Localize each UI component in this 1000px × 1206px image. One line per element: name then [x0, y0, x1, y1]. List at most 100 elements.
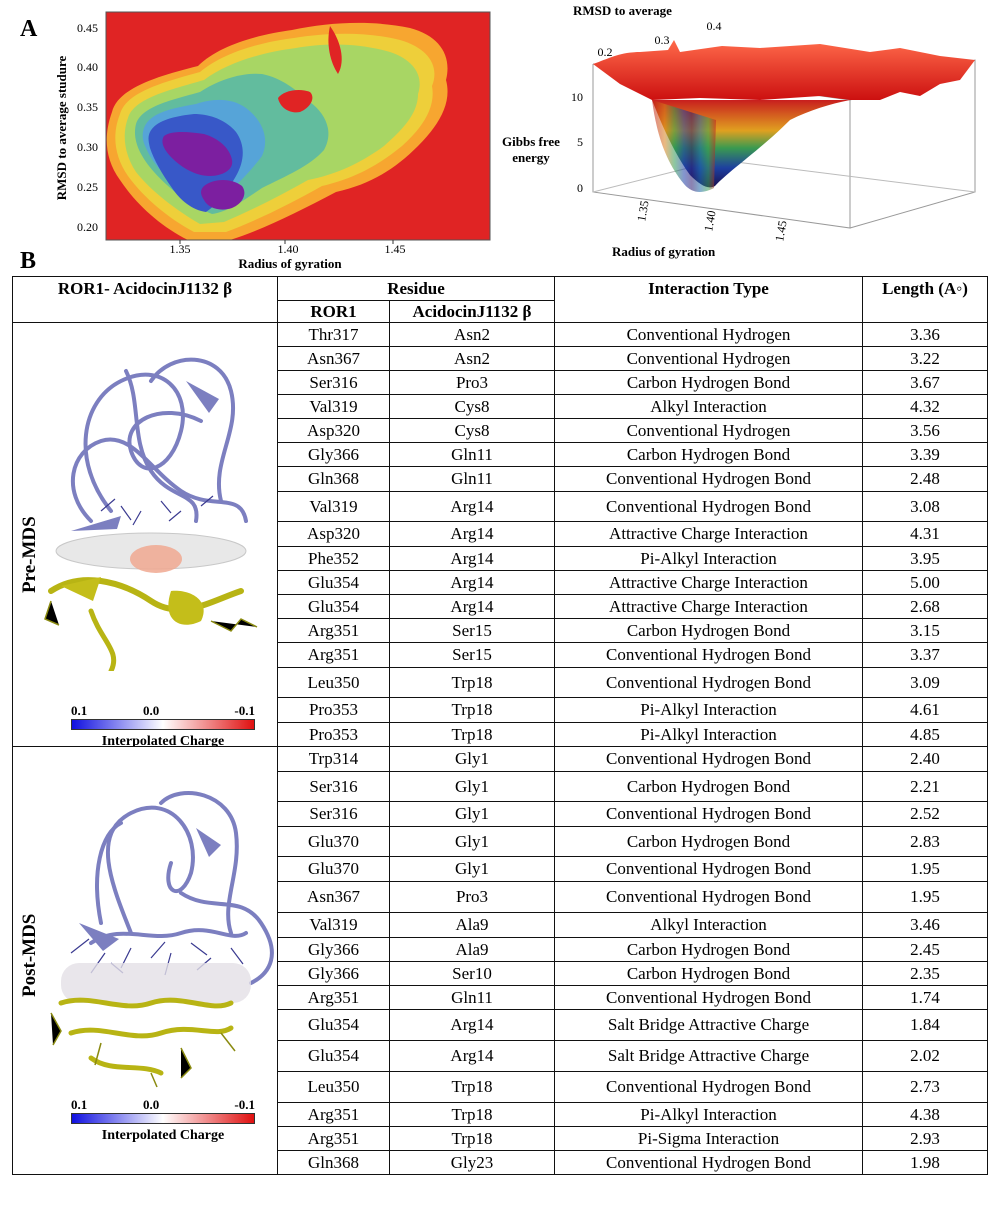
- interaction-type-cell: Conventional Hydrogen Bond: [554, 746, 863, 772]
- acidocin-residue-cell: Trp18: [389, 1071, 555, 1103]
- post-mds-structure-cell: Post-MDS 0.1: [12, 746, 278, 1175]
- ror1-residue-cell: Arg351: [277, 618, 390, 643]
- table-row: Ser316 Pro3 Carbon Hydrogen Bond 3.67: [13, 370, 988, 395]
- heatmap-y-ticks: 0.20 0.25 0.30 0.35 0.40 0.45: [77, 21, 98, 234]
- interaction-type-cell: Carbon Hydrogen Bond: [554, 618, 863, 643]
- header-residue: Residue: [277, 276, 555, 301]
- length-cell: 5.00: [862, 570, 988, 595]
- length-cell: 3.36: [862, 322, 988, 347]
- ror1-residue-cell: Ser316: [277, 771, 390, 802]
- surface-rmsd-tick-0.4: 0.4: [707, 19, 722, 33]
- interaction-type-cell: Attractive Charge Interaction: [554, 521, 863, 547]
- y-tick-0.25: 0.25: [77, 180, 98, 194]
- contour-purple-2: [201, 180, 245, 210]
- table-row: Gln368 Gln11 Conventional Hydrogen Bond 2.4…: [13, 466, 988, 492]
- interaction-type-cell: Carbon Hydrogen Bond: [554, 937, 863, 962]
- surface-x-tick-1.35: 1.35: [634, 199, 651, 222]
- interaction-type-cell: Conventional Hydrogen Bond: [554, 491, 863, 522]
- x-tick-1.45: 1.45: [385, 242, 406, 256]
- surface-x-label: Radius of gyration: [612, 244, 716, 259]
- ror1-residue-cell: Val319: [277, 491, 390, 522]
- interaction-type-cell: Carbon Hydrogen Bond: [554, 826, 863, 857]
- acidocin-residue-cell: Ala9: [389, 937, 555, 962]
- acidocin-residue-cell: Gly1: [389, 856, 555, 882]
- acidocin-residue-cell: Arg14: [389, 546, 555, 571]
- interaction-type-cell: Conventional Hydrogen: [554, 346, 863, 371]
- interaction-type-cell: Alkyl Interaction: [554, 394, 863, 419]
- contour-red-island: [278, 90, 313, 113]
- length-cell: 1.84: [862, 1009, 988, 1041]
- acidocin-residue-cell: Cys8: [389, 394, 555, 419]
- contour-purple-1: [162, 132, 233, 176]
- length-cell: 1.95: [862, 881, 988, 913]
- y-tick-0.30: 0.30: [77, 140, 98, 154]
- ror1-residue-cell: Glu354: [277, 1009, 390, 1041]
- heatmap-x-ticks: 1.35 1.40 1.45: [170, 240, 406, 256]
- acidocin-residue-cell: Pro3: [389, 370, 555, 395]
- ror1-residue-cell: Phe352: [277, 546, 390, 571]
- surface-y-label: RMSD to average: [573, 3, 672, 18]
- acidocin-residue-cell: Gln11: [389, 985, 555, 1010]
- ror1-residue-cell: Arg351: [277, 1126, 390, 1151]
- length-cell: 4.85: [862, 722, 988, 747]
- gibbs-free-energy-label: Gibbs free energy: [502, 134, 560, 165]
- y-tick-0.45: 0.45: [77, 21, 98, 35]
- table-row: Glu354 Arg14 Attractive Charge Interaction…: [13, 570, 988, 595]
- acidocin-residue-cell: Cys8: [389, 418, 555, 443]
- table-row: Pro353 Trp18 Pi-Alkyl Interaction 4.85: [13, 722, 988, 747]
- length-cell: 3.09: [862, 667, 988, 698]
- ror1-residue-cell: Glu354: [277, 570, 390, 595]
- table-row: Arg351 Gln11 Conventional Hydrogen Bond 1.7…: [13, 985, 988, 1010]
- length-cell: 2.52: [862, 801, 988, 827]
- panel-a-figures: 1.35 1.40 1.45 0.20 0.25 0.30 0.35 0.40 …: [54, 3, 976, 271]
- table-row: Gln368 Gly23 Conventional Hydrogen Bond 1.9…: [13, 1150, 988, 1175]
- ror1-residue-cell: Glu354: [277, 594, 390, 619]
- interaction-type-cell: Conventional Hydrogen: [554, 322, 863, 347]
- table-row: Arg351 Ser15 Carbon Hydrogen Bond 3.15: [13, 618, 988, 643]
- pre-mds-colorbar: 0.1 0.0 -0.1 Interpolated Charge: [71, 703, 255, 746]
- colorbar-left-value: 0.1: [71, 1097, 88, 1112]
- x-tick-1.35: 1.35: [170, 242, 191, 256]
- acidocin-residue-cell: Ser10: [389, 961, 555, 986]
- interaction-type-cell: Carbon Hydrogen Bond: [554, 961, 863, 986]
- length-cell: 2.45: [862, 937, 988, 962]
- acidocin-residue-cell: Ser15: [389, 642, 555, 668]
- length-cell: 3.46: [862, 912, 988, 938]
- interaction-type-cell: Salt Bridge Attractive Charge: [554, 1009, 863, 1041]
- interaction-type-cell: Conventional Hydrogen Bond: [554, 801, 863, 827]
- acidocin-residue-cell: Arg14: [389, 491, 555, 522]
- table-row: Asp320 Arg14 Attractive Charge Interaction…: [13, 521, 988, 547]
- ror1-residue-cell: Gln368: [277, 1150, 390, 1175]
- acidocin-residue-cell: Gly1: [389, 771, 555, 802]
- colorbar-right-value: -0.1: [234, 1097, 255, 1112]
- interaction-type-cell: Salt Bridge Attractive Charge: [554, 1040, 863, 1072]
- pre-mds-structure-image: [44, 357, 258, 671]
- ror1-residue-cell: Glu370: [277, 856, 390, 882]
- ror1-residue-cell: Gln368: [277, 466, 390, 492]
- heatmap-y-label: RMSD to average studure: [54, 56, 69, 201]
- x-tick-1.40: 1.40: [278, 242, 299, 256]
- z-tick-5: 5: [577, 135, 583, 149]
- table-row: Glu370 Gly1 Carbon Hydrogen Bond 2.83: [13, 826, 988, 857]
- ror1-residue-cell: Asp320: [277, 521, 390, 547]
- acidocin-residue-cell: Arg14: [389, 1040, 555, 1072]
- heatmap-x-label: Radius of gyration: [238, 256, 342, 271]
- panel-b-label: B: [20, 248, 37, 274]
- header-acidocin: AcidocinJ1132 β: [389, 300, 555, 323]
- ror1-residue-cell: Asp320: [277, 418, 390, 443]
- surface-x-tick-1.40: 1.40: [701, 209, 718, 232]
- length-cell: 2.02: [862, 1040, 988, 1072]
- colorbar-mid-value: 0.0: [143, 1097, 160, 1112]
- table-row: Post-MDS 0.1: [12, 746, 988, 1175]
- table-row: Gly366 Ser10 Carbon Hydrogen Bond 2.35: [13, 961, 988, 986]
- length-cell: 3.37: [862, 642, 988, 668]
- acidocin-residue-cell: Arg14: [389, 1009, 555, 1041]
- table-row: Glu354 Arg14 Salt Bridge Attractive Charge…: [13, 1009, 988, 1041]
- acidocin-residue-cell: Trp18: [389, 1102, 555, 1127]
- colorbar-left-value: 0.1: [71, 703, 88, 718]
- ror1-residue-cell: Val319: [277, 394, 390, 419]
- interaction-type-cell: Alkyl Interaction: [554, 912, 863, 938]
- length-cell: 4.31: [862, 521, 988, 547]
- ror1-residue-cell: Arg351: [277, 985, 390, 1010]
- length-cell: 1.74: [862, 985, 988, 1010]
